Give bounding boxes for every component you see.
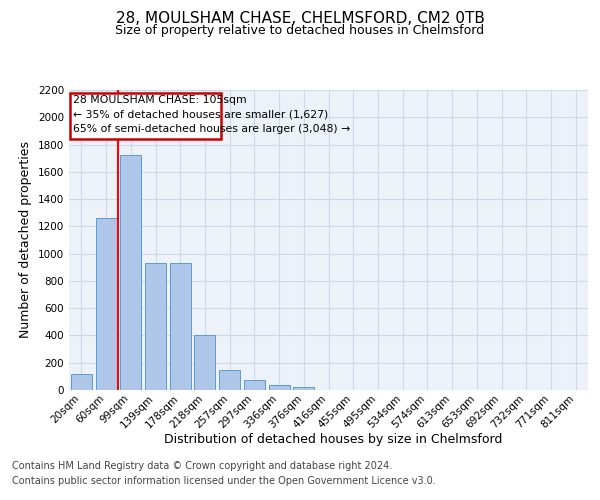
Bar — [244, 380, 265, 390]
Bar — [145, 262, 166, 390]
Bar — [95, 218, 116, 390]
Bar — [293, 386, 314, 390]
Bar — [269, 385, 290, 390]
Bar — [219, 370, 240, 390]
Text: 28, MOULSHAM CHASE, CHELMSFORD, CM2 0TB: 28, MOULSHAM CHASE, CHELMSFORD, CM2 0TB — [116, 11, 484, 26]
Text: 28 MOULSHAM CHASE: 105sqm
← 35% of detached houses are smaller (1,627)
65% of se: 28 MOULSHAM CHASE: 105sqm ← 35% of detac… — [73, 95, 350, 134]
Bar — [71, 374, 92, 390]
Bar — [170, 262, 191, 390]
Text: Distribution of detached houses by size in Chelmsford: Distribution of detached houses by size … — [164, 432, 502, 446]
Bar — [120, 156, 141, 390]
FancyBboxPatch shape — [70, 92, 221, 139]
Text: Contains public sector information licensed under the Open Government Licence v3: Contains public sector information licen… — [12, 476, 436, 486]
Text: Contains HM Land Registry data © Crown copyright and database right 2024.: Contains HM Land Registry data © Crown c… — [12, 461, 392, 471]
Bar — [194, 335, 215, 390]
Text: Size of property relative to detached houses in Chelmsford: Size of property relative to detached ho… — [115, 24, 485, 37]
Y-axis label: Number of detached properties: Number of detached properties — [19, 142, 32, 338]
